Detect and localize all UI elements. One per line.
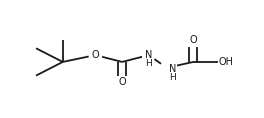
Text: OH: OH (219, 57, 233, 67)
Text: H: H (145, 59, 152, 68)
Text: O: O (118, 77, 126, 87)
Text: N: N (145, 50, 153, 60)
Text: H: H (169, 73, 176, 82)
Text: N: N (169, 64, 176, 74)
Text: O: O (92, 50, 99, 60)
Text: O: O (190, 35, 197, 45)
